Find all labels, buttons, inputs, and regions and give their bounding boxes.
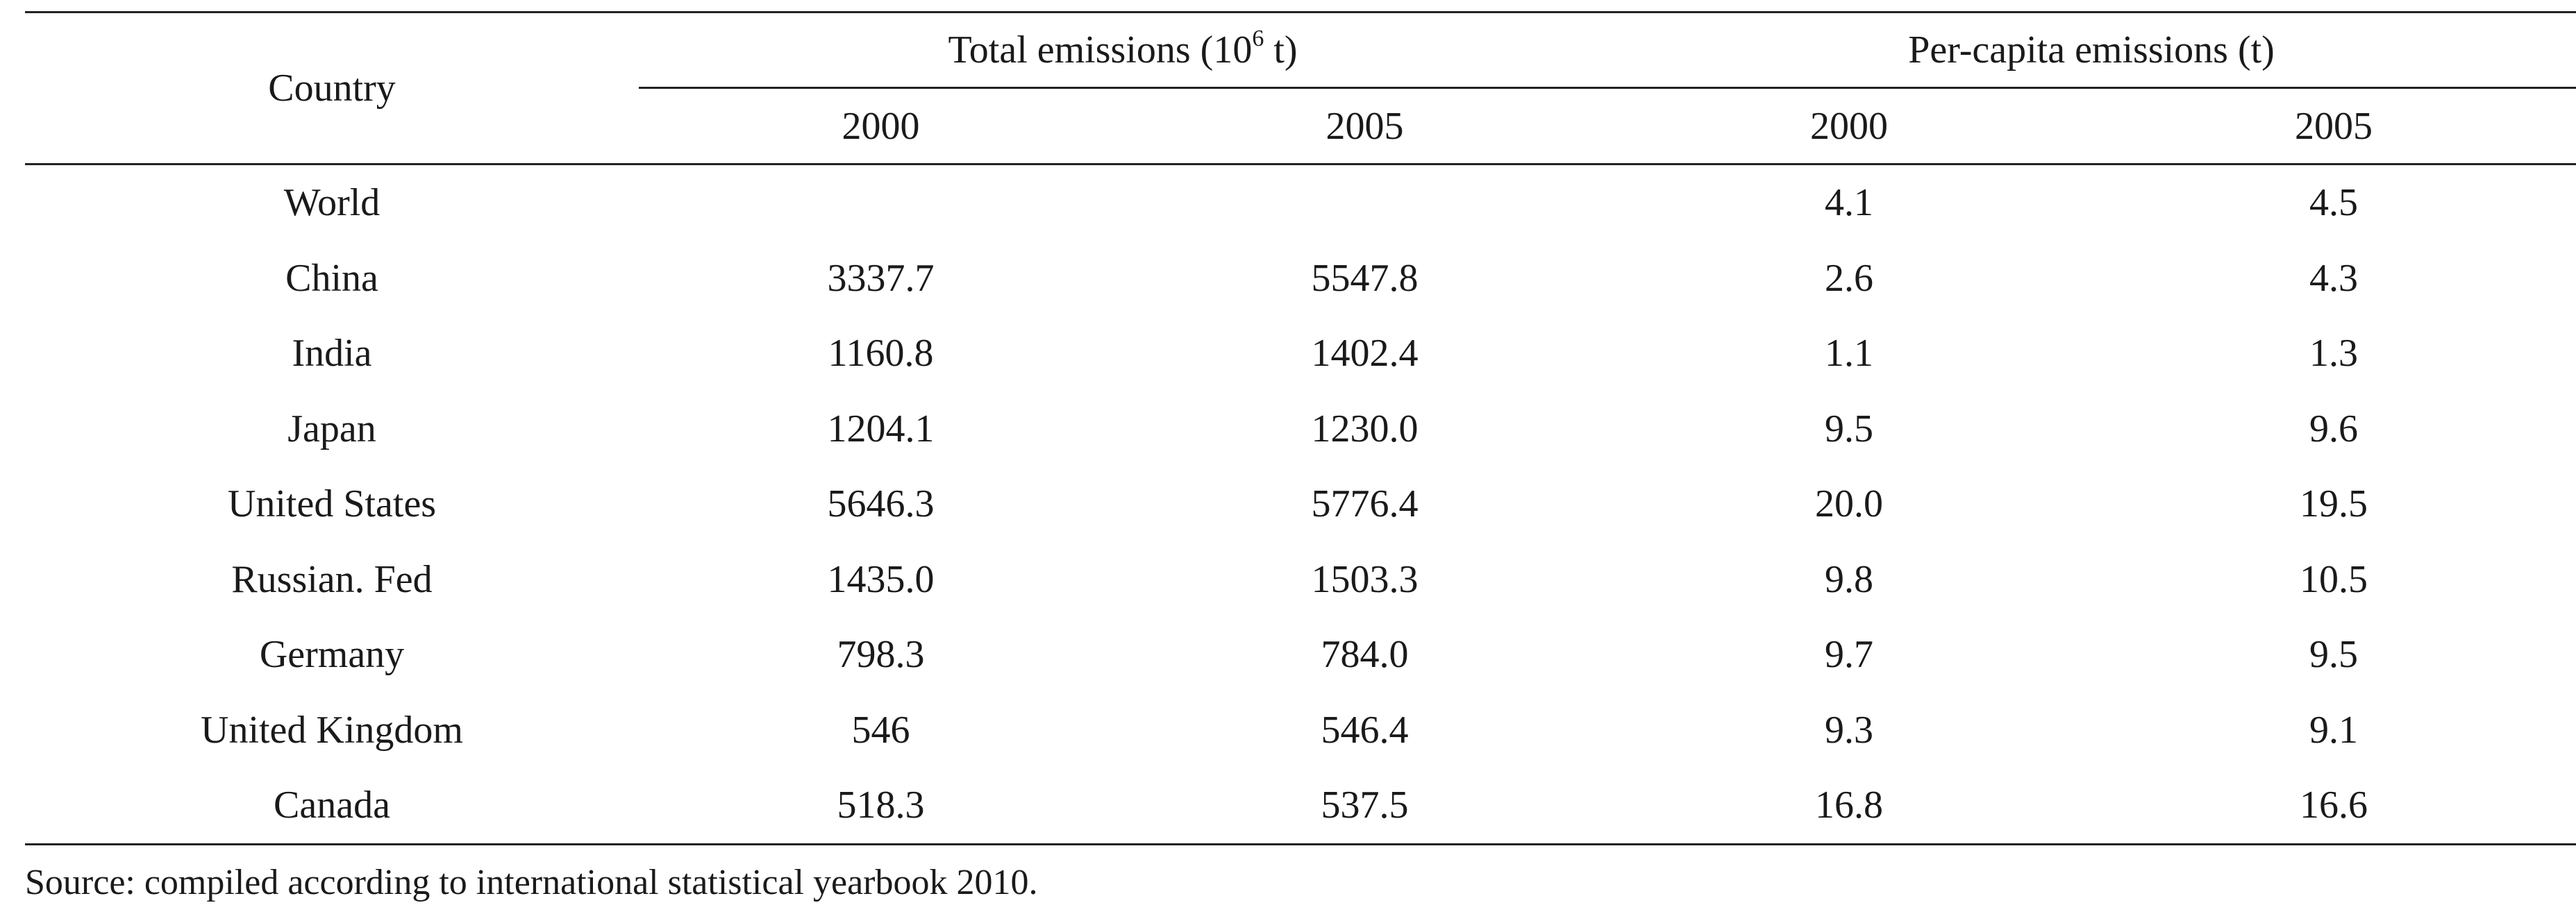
cell-per-capita-2000: 9.5	[1825, 407, 1874, 450]
cell-total-2005: 1402.4	[1311, 332, 1419, 375]
header-total-emissions: Total emissions (106 t)	[639, 12, 1607, 88]
cell-country: World	[283, 181, 380, 225]
cell-total-2005: 537.5	[1123, 768, 1607, 845]
cell-total-2005: 1503.3	[1311, 557, 1419, 601]
cell-country: Germany	[259, 633, 405, 677]
cell-per-capita-2000: 9.3	[1825, 708, 1874, 752]
cell-per-capita-2005: 10.5	[2300, 557, 2368, 601]
cell-total-2000	[639, 164, 1123, 241]
cell-total-2005: 784.0	[1321, 633, 1409, 677]
header-row-years: 2000 2005 2000 2005	[25, 87, 2576, 165]
header-total-exponent: 6	[1252, 26, 1264, 51]
header-year-total-2005: 2005	[1123, 87, 1607, 165]
cell-total-2005: 5547.8	[1311, 256, 1419, 300]
header-year-per-capita-2005: 2005	[2091, 87, 2576, 165]
emissions-table: Country Total emissions (106 t) Per-capi…	[25, 11, 2576, 845]
cell-total-2000: 798.3	[837, 633, 925, 677]
cell-per-capita-2005: 9.6	[2309, 407, 2359, 450]
table-header: Country Total emissions (106 t) Per-capi…	[25, 12, 2576, 165]
cell-per-capita-2005: 9.1	[2309, 708, 2359, 752]
table-row: World 4.1 4.5	[25, 164, 2576, 241]
table-row: Japan 1204.1 1230.0 9.5 9.6	[25, 391, 2576, 467]
cell-total-2005	[1123, 164, 1607, 241]
cell-total-2005: 546.4	[1321, 708, 1409, 752]
table-row: United States 5646.3 5776.4 20.0 19.5	[25, 466, 2576, 542]
header-total-prefix: Total emissions (10	[948, 28, 1253, 71]
cell-total-2005: 1230.0	[1311, 407, 1419, 450]
cell-country: Canada	[25, 768, 639, 845]
cell-per-capita-2005: 16.6	[2091, 768, 2576, 845]
cell-per-capita-2000: 1.1	[1825, 332, 1874, 375]
table-body: World 4.1 4.5 China 3337.7 5547.8 2.6 4.3 India 1…	[25, 164, 2576, 845]
cell-country: India	[292, 332, 372, 375]
table-row: China 3337.7 5547.8 2.6 4.3	[25, 241, 2576, 316]
table-row: Germany 798.3 784.0 9.7 9.5	[25, 617, 2576, 693]
cell-country: Japan	[287, 407, 376, 450]
cell-per-capita-2005: 1.3	[2309, 332, 2359, 375]
cell-total-2000: 3337.7	[827, 256, 935, 300]
cell-total-2000: 1435.0	[827, 557, 935, 601]
header-row-groups: Country Total emissions (106 t) Per-capi…	[25, 12, 2576, 165]
table-row: India 1160.8 1402.4 1.1 1.3	[25, 316, 2576, 391]
cell-per-capita-2000: 16.8	[1607, 768, 2092, 845]
header-total-suffix: t)	[1264, 28, 1298, 71]
header-country: Country	[25, 12, 639, 165]
cell-total-2000: 546	[851, 708, 910, 752]
cell-per-capita-2005: 4.3	[2309, 256, 2359, 300]
cell-total-2000: 1160.8	[828, 332, 934, 375]
table-row: United Kingdom 546 546.4 9.3 9.1	[25, 693, 2576, 768]
cell-total-2000: 5646.3	[827, 482, 935, 526]
cell-per-capita-2000: 9.8	[1825, 557, 1874, 601]
cell-per-capita-2000: 9.7	[1825, 633, 1874, 677]
cell-country: United States	[227, 482, 437, 526]
cell-country: United Kingdom	[201, 708, 463, 752]
cell-per-capita-2000: 4.1	[1825, 181, 1874, 225]
cell-country: Russian. Fed	[231, 557, 433, 601]
source-note: Source: compiled according to internatio…	[25, 863, 1038, 902]
cell-country: China	[285, 256, 378, 300]
cell-per-capita-2005: 9.5	[2309, 633, 2359, 677]
cell-per-capita-2005: 4.5	[2309, 181, 2359, 225]
cell-per-capita-2000: 20.0	[1815, 482, 1884, 526]
header-year-per-capita-2000: 2000	[1607, 87, 2092, 165]
cell-total-2000: 1204.1	[827, 407, 935, 450]
cell-total-2005: 5776.4	[1311, 482, 1419, 526]
header-per-capita-emissions: Per-capita emissions (t)	[1908, 28, 2275, 71]
cell-per-capita-2005: 19.5	[2300, 482, 2368, 526]
table-row: Canada 518.3 537.5 16.8 16.6	[25, 768, 2576, 845]
cell-total-2000: 518.3	[639, 768, 1123, 845]
header-year-total-2000: 2000	[639, 87, 1123, 165]
table-row: Russian. Fed 1435.0 1503.3 9.8 10.5	[25, 542, 2576, 618]
cell-per-capita-2000: 2.6	[1825, 256, 1874, 300]
